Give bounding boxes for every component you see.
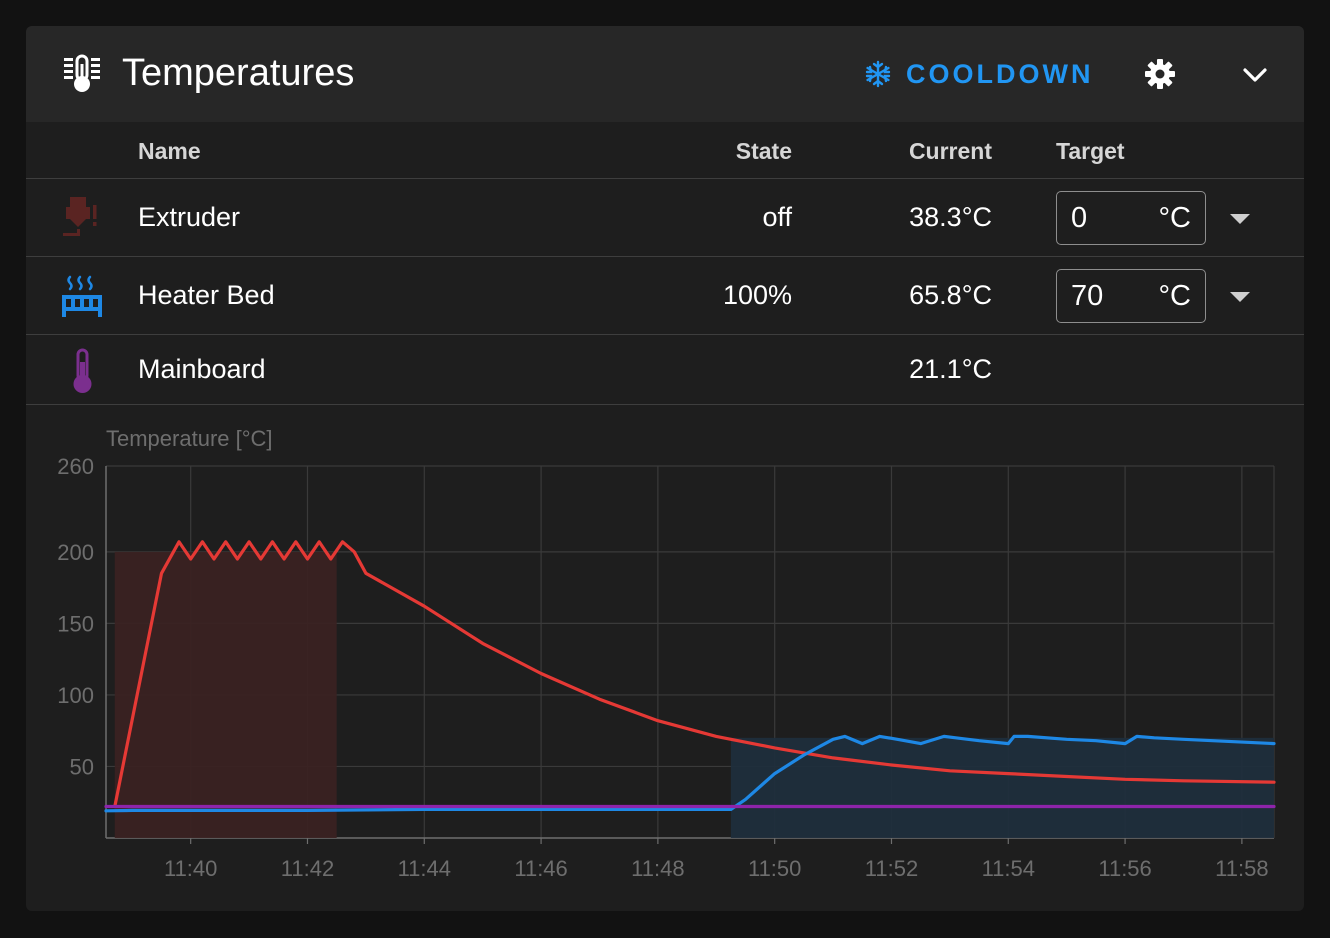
target-value-heater-bed: 70 [1071,280,1104,312]
x-tick-label: 11:44 [398,856,451,881]
card-header: Temperatures COOLDOWN [26,26,1304,122]
target-region [114,551,337,838]
x-tick-label: 11:46 [514,856,567,881]
chevron-down-icon[interactable] [1240,60,1270,90]
y-tick-label: 200 [57,540,94,565]
series-line-extruder [113,540,1276,809]
divider [26,404,1304,405]
target-unit-extruder: °C [1158,202,1191,234]
column-header-state: State [735,138,792,164]
column-header-current: Current [908,138,992,164]
chart-labels: 50 100 150 200 260 11:40 11:42 11:44 11:46 11:48 1… [57,426,1268,881]
temperatures-card: Temperatures COOLDOWN [26,26,1304,911]
cooldown-label: COOLDOWN [906,58,1094,89]
thermometer-lines-icon [64,54,100,92]
x-tick-label: 11:56 [1098,856,1151,881]
row-current-heater-bed: 65.8°C [909,280,992,310]
chart-series [104,540,1276,813]
series-line-heater-bed [104,734,1276,813]
gear-icon[interactable] [1144,58,1176,90]
thermometer-icon [73,348,92,393]
y-tick-label: 50 [70,754,94,779]
x-tick-label: 11:52 [865,856,918,881]
row-name-mainboard: Mainboard [138,354,266,384]
target-unit-heater-bed: °C [1158,280,1191,312]
column-header-name: Name [138,138,201,164]
target-input-extruder[interactable]: 0 °C [1056,191,1206,245]
chart-target-regions [114,551,1274,838]
x-tick-label: 11:42 [281,856,334,881]
row-state-heater-bed: 100% [722,280,792,310]
x-tick-label: 11:40 [164,856,217,881]
target-value-extruder: 0 [1071,202,1088,234]
temperature-chart: 50 100 150 200 260 11:40 11:42 11:44 11:46 11:48 1… [57,426,1276,881]
extruder-icon [63,197,97,236]
column-header-target: Target [1056,138,1125,164]
divider [26,334,1304,335]
row-current-extruder: 38.3°C [909,202,992,232]
y-axis-title: Temperature [°C] [106,426,273,451]
row-state-extruder: off [762,202,792,232]
row-name-extruder: Extruder [138,202,241,232]
target-input-heater-bed[interactable]: 70 °C [1056,269,1206,323]
y-tick-label: 150 [57,611,94,636]
x-tick-label: 11:48 [631,856,684,881]
row-current-mainboard: 21.1°C [909,354,992,384]
x-tick-label: 11:54 [982,856,1035,881]
radiator-icon [62,275,102,317]
y-tick-label: 100 [57,683,94,708]
x-tick-label: 11:58 [1215,856,1268,881]
x-tick-label: 11:50 [748,856,801,881]
cooldown-button[interactable]: COOLDOWN [864,56,1093,92]
divider [26,256,1304,257]
card-title: Temperatures [122,52,355,94]
divider [26,178,1304,179]
preset-dropdown-arrow-icon[interactable] [1229,212,1251,226]
preset-dropdown-arrow-icon[interactable] [1229,290,1251,304]
y-tick-label: 260 [57,454,94,479]
row-name-heater-bed: Heater Bed [138,280,275,310]
snowflake-icon [865,60,891,88]
